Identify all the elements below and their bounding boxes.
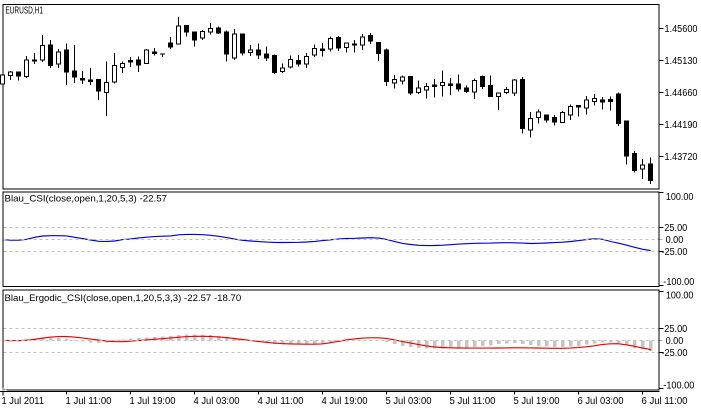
svg-text:4 Jul 11:00: 4 Jul 11:00 xyxy=(258,396,305,407)
svg-text:25.00: 25.00 xyxy=(664,324,688,335)
svg-text:Blau_CSI(close,open,1,20,5,3): Blau_CSI(close,open,1,20,5,3) -22.57 xyxy=(5,194,168,204)
svg-text:1.44190: 1.44190 xyxy=(665,120,699,131)
svg-text:5 Jul 19:00: 5 Jul 19:00 xyxy=(514,396,561,407)
svg-text:1 Jul 11:00: 1 Jul 11:00 xyxy=(66,396,113,407)
svg-text:1.45130: 1.45130 xyxy=(665,56,699,67)
svg-text:4 Jul 03:00: 4 Jul 03:00 xyxy=(194,396,241,407)
svg-text:-25.00: -25.00 xyxy=(662,348,689,359)
svg-text:0.00: 0.00 xyxy=(666,336,684,347)
svg-text:-100.00: -100.00 xyxy=(663,380,695,391)
svg-text:5 Jul 03:00: 5 Jul 03:00 xyxy=(386,396,433,407)
svg-text:1 Jul 2011: 1 Jul 2011 xyxy=(2,396,45,407)
svg-text:1.45600: 1.45600 xyxy=(665,24,699,35)
svg-text:25.00: 25.00 xyxy=(664,223,688,234)
svg-text:-25.00: -25.00 xyxy=(662,247,689,258)
svg-text:Blau_Ergodic_CSI(close,open,1,: Blau_Ergodic_CSI(close,open,1,20,5,3,3) … xyxy=(5,293,242,303)
svg-text:-100.00: -100.00 xyxy=(663,277,695,288)
svg-text:4 Jul 19:00: 4 Jul 19:00 xyxy=(322,396,369,407)
svg-text:1 Jul 19:00: 1 Jul 19:00 xyxy=(130,396,177,407)
svg-text:1.43720: 1.43720 xyxy=(665,152,699,163)
svg-text:EURUSD,H1: EURUSD,H1 xyxy=(5,6,43,17)
svg-text:1.44660: 1.44660 xyxy=(665,88,699,99)
svg-text:100.00: 100.00 xyxy=(666,192,694,203)
svg-text:6 Jul 03:00: 6 Jul 03:00 xyxy=(578,396,625,407)
svg-text:0.00: 0.00 xyxy=(666,235,684,246)
svg-text:6 Jul 11:00: 6 Jul 11:00 xyxy=(642,396,689,407)
svg-text:5 Jul 11:00: 5 Jul 11:00 xyxy=(450,396,497,407)
svg-text:100.00: 100.00 xyxy=(666,290,694,301)
